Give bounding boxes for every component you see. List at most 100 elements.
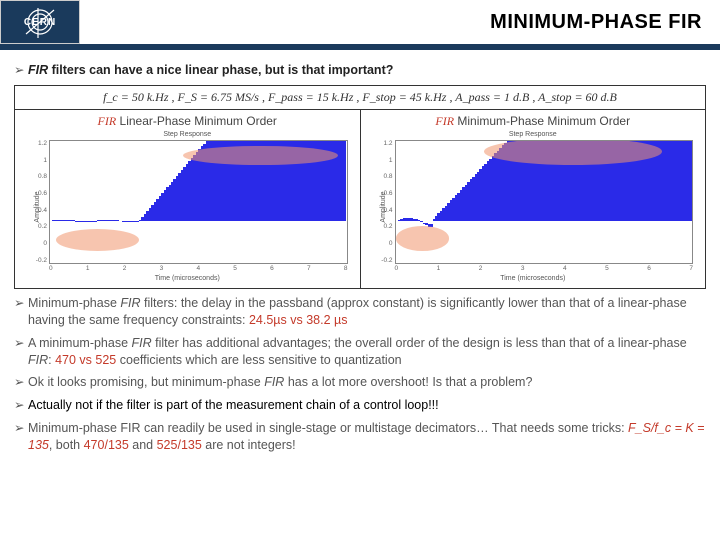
ytick: 1.2 xyxy=(31,140,47,147)
chart-right-yticks: 1.210.80.60.40.20-0.2 xyxy=(377,140,393,264)
bullet-arrow-icon: ➢ xyxy=(14,62,28,79)
xtick: 1 xyxy=(437,265,441,272)
t: Minimum-phase FIR can readily be used in… xyxy=(28,421,628,435)
overshoot-ellipse xyxy=(56,229,139,251)
bullet-3: ➢ A minimum-phase FIR filter has additio… xyxy=(14,335,706,369)
bullet-arrow-icon: ➢ xyxy=(14,397,28,414)
ratio-1: 470/135 xyxy=(84,438,129,452)
bullet-4: ➢ Ok it looks promising, but minimum-pha… xyxy=(14,374,706,391)
ytick: 0 xyxy=(31,240,47,247)
chart-left-xticks: 0 1 2 3 4 5 6 7 8 xyxy=(49,265,348,272)
ratio-2: 525/135 xyxy=(157,438,202,452)
xtick: 4 xyxy=(563,265,567,272)
xtick: 6 xyxy=(270,265,274,272)
title-wrap: MINIMUM-PHASE FIR xyxy=(80,11,720,34)
chart-right-box xyxy=(395,140,694,264)
fir-term: FIR xyxy=(435,114,454,128)
bullet-2: ➢ Minimum-phase FIR filters: the delay i… xyxy=(14,295,706,329)
xtick: 8 xyxy=(344,265,348,272)
chart-right-cell: FIR Minimum-Phase Minimum Order Step Res… xyxy=(361,110,706,288)
ytick: 0.8 xyxy=(377,173,393,180)
xtick: 7 xyxy=(307,265,311,272)
bullet-6-text: Minimum-phase FIR can readily be used in… xyxy=(28,420,706,454)
chart-left-title: FIR Linear-Phase Minimum Order xyxy=(21,114,354,129)
chart-bar xyxy=(344,140,346,221)
fir-term: FIR xyxy=(28,353,48,367)
ytick: 0.6 xyxy=(377,190,393,197)
xtick: 0 xyxy=(395,265,399,272)
t: , both xyxy=(49,438,84,452)
chart-right: Step Response Amplitude 1.210.80.60.40.2… xyxy=(367,132,700,282)
t: and xyxy=(129,438,157,452)
t: coefficients which are less sensitive to… xyxy=(116,353,401,367)
ytick: 0 xyxy=(377,240,393,247)
ytick: 1 xyxy=(31,157,47,164)
xtick: 2 xyxy=(123,265,127,272)
bullet-arrow-icon: ➢ xyxy=(14,374,28,391)
t: A minimum-phase xyxy=(28,336,132,350)
cern-logo: CERN xyxy=(0,0,80,44)
page-title: MINIMUM-PHASE FIR xyxy=(490,11,702,33)
overshoot-ellipse xyxy=(396,226,449,250)
bullet-1-text: FIR filters can have a nice linear phase… xyxy=(28,62,393,79)
bullet-arrow-icon: ➢ xyxy=(14,420,28,437)
ytick: 0.8 xyxy=(31,173,47,180)
header: CERN MINIMUM-PHASE FIR xyxy=(0,0,720,50)
fir-term: FIR xyxy=(132,336,152,350)
chart-right-title-rest: Minimum-Phase Minimum Order xyxy=(454,114,630,128)
bullet-arrow-icon: ➢ xyxy=(14,295,28,312)
ytick: 0.4 xyxy=(377,207,393,214)
t: Ok it looks promising, but minimum-phase xyxy=(28,375,264,389)
xtick: 6 xyxy=(647,265,651,272)
chart-right-title: FIR Minimum-Phase Minimum Order xyxy=(367,114,700,129)
fir-term: FIR xyxy=(98,114,117,128)
t: filter has additional advantages; the ov… xyxy=(152,336,687,350)
bullet-4-text: Ok it looks promising, but minimum-phase… xyxy=(28,374,532,391)
xtick: 7 xyxy=(689,265,693,272)
ytick: 0.2 xyxy=(31,223,47,230)
chart-bar xyxy=(689,140,691,221)
chart-right-plot-title: Step Response xyxy=(367,131,700,138)
bullet-5-active: ➢ Actually not if the filter is part of … xyxy=(14,397,706,414)
chart-left-title-rest: Linear-Phase Minimum Order xyxy=(116,114,277,128)
overshoot-ellipse xyxy=(183,146,337,166)
xtick: 0 xyxy=(49,265,53,272)
ytick: 1 xyxy=(377,157,393,164)
ytick: 0.6 xyxy=(31,190,47,197)
coeff-values: 470 vs 525 xyxy=(55,353,116,367)
ytick: 0.4 xyxy=(31,207,47,214)
t: are not integers! xyxy=(202,438,296,452)
filter-params: f_c = 50 k.Hz , F_S = 6.75 MS/s , F_pass… xyxy=(14,85,706,110)
xtick: 1 xyxy=(86,265,90,272)
xtick: 2 xyxy=(479,265,483,272)
delay-values: 24.5µs vs 38.2 µs xyxy=(249,313,347,327)
ytick: 1.2 xyxy=(377,140,393,147)
chart-left-box xyxy=(49,140,348,264)
bullet-2-text: Minimum-phase FIR filters: the delay in … xyxy=(28,295,706,329)
bullet-arrow-icon: ➢ xyxy=(14,335,28,352)
fir-term: FIR xyxy=(264,375,284,389)
content: ➢ FIR filters can have a nice linear pha… xyxy=(0,50,720,454)
ytick: -0.2 xyxy=(31,257,47,264)
t: has a lot more overshoot! Is that a prob… xyxy=(284,375,532,389)
bullet-1: ➢ FIR filters can have a nice linear pha… xyxy=(14,62,706,79)
chart-left-plot-title: Step Response xyxy=(21,131,354,138)
xtick: 3 xyxy=(521,265,525,272)
fir-term: FIR xyxy=(120,296,140,310)
chart-left-xlabel: Time (microseconds) xyxy=(21,275,354,282)
chart-right-xticks: 01234567 xyxy=(395,265,694,272)
xtick: 3 xyxy=(160,265,164,272)
chart-left-cell: FIR Linear-Phase Minimum Order Step Resp… xyxy=(15,110,361,288)
chart-left-yticks: 1.2 1 0.8 0.6 0.4 0.2 0 -0.2 xyxy=(31,140,47,264)
logo-text: CERN xyxy=(24,17,56,28)
chart-row: FIR Linear-Phase Minimum Order Step Resp… xyxy=(14,110,706,289)
xtick: 5 xyxy=(233,265,237,272)
ytick: 0.2 xyxy=(377,223,393,230)
bullet-5-text: Actually not if the filter is part of th… xyxy=(28,397,439,414)
chart-left: Step Response Amplitude 1.210.80.60.40.2… xyxy=(21,132,354,282)
xtick: 4 xyxy=(196,265,200,272)
chart-right-xlabel: Time (microseconds) xyxy=(367,275,700,282)
t: Minimum-phase xyxy=(28,296,120,310)
fir-term: FIR xyxy=(28,63,48,77)
bullet-1-rest: filters can have a nice linear phase, bu… xyxy=(48,63,393,77)
